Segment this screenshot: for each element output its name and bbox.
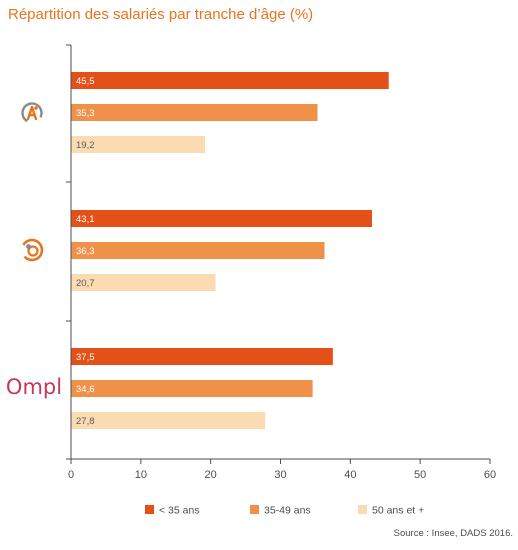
x-tick-label: 10 <box>135 469 147 481</box>
group-logos: Ompl <box>6 102 62 399</box>
data-label: 34,6 <box>76 384 95 395</box>
data-label: 27,8 <box>76 416 95 427</box>
chart-bars: 45,5 43,1 37,5 35,3 36,3 34,6 19,2 20,7 27,8 <box>71 72 389 429</box>
bar <box>71 104 318 121</box>
data-label: 37,5 <box>76 352 95 363</box>
legend-swatch <box>145 505 154 514</box>
bar <box>71 136 206 153</box>
bar <box>71 380 313 397</box>
ompl-logo: Ompl <box>6 375 62 399</box>
legend-label: < 35 ans <box>159 505 200 517</box>
legend-label: 50 ans et + <box>372 505 424 517</box>
data-label: 45,5 <box>76 76 95 87</box>
source-note: Source : Insee, DADS 2016. <box>394 528 513 539</box>
chart-axes: 0 10 20 30 40 50 60 <box>66 44 496 481</box>
bar <box>71 412 266 429</box>
x-tick-label: 0 <box>68 469 74 481</box>
x-tick-label: 20 <box>205 469 217 481</box>
legend-swatch <box>358 505 367 514</box>
chart-title: Répartition des salariés par tranche d’â… <box>8 6 314 23</box>
opco-logo-icon <box>20 238 44 262</box>
legend-swatch <box>250 505 259 514</box>
data-label: 35,3 <box>76 108 95 119</box>
data-label: 19,2 <box>76 140 95 151</box>
x-tick-label: 40 <box>344 469 356 481</box>
bar <box>71 242 325 259</box>
chart-legend: < 35 ans 35-49 ans 50 ans et + <box>145 505 424 517</box>
akto-logo-icon <box>21 102 43 124</box>
data-label: 43,1 <box>76 214 95 225</box>
data-label: 36,3 <box>76 246 95 257</box>
bar <box>71 72 389 89</box>
bar <box>71 210 372 227</box>
x-tick-label: 30 <box>274 469 286 481</box>
x-tick-label: 50 <box>414 469 426 481</box>
bar <box>71 348 333 365</box>
x-tick-label: 60 <box>484 469 496 481</box>
data-label: 20,7 <box>76 278 95 289</box>
legend-label: 35-49 ans <box>264 505 311 517</box>
bar <box>71 274 216 291</box>
